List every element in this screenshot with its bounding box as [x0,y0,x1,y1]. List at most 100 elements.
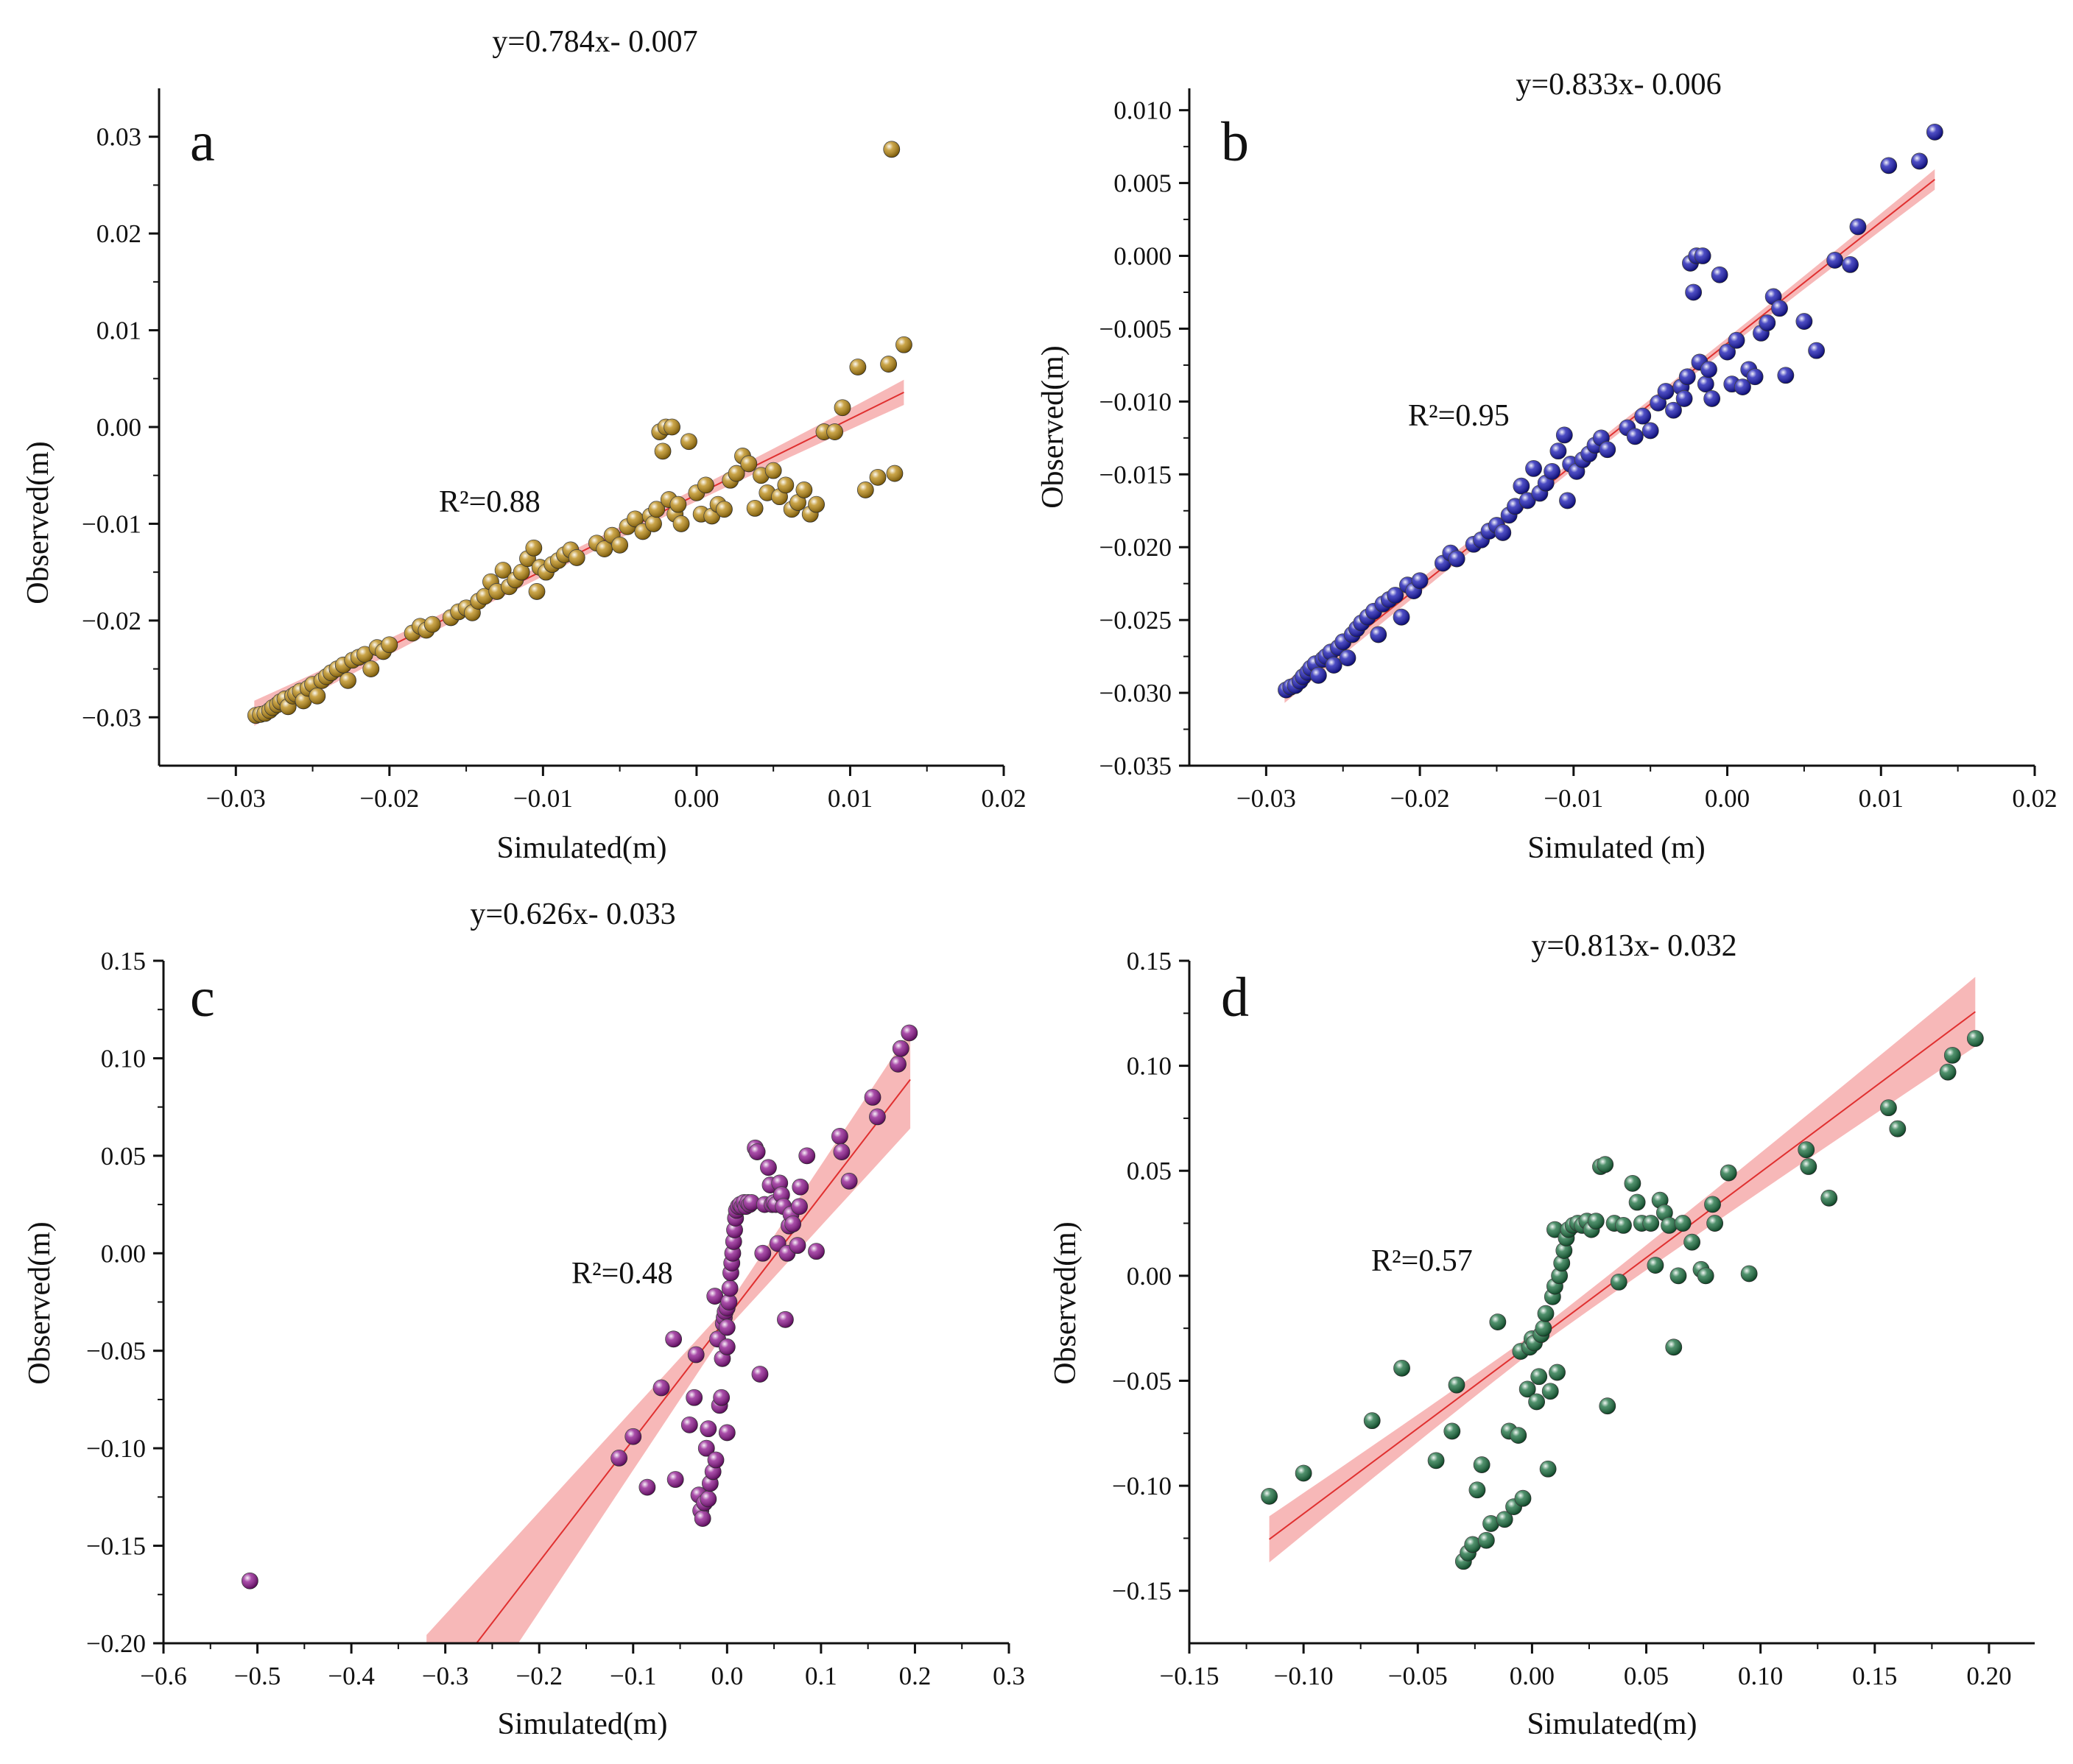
x-tick-label: 0.00 [1705,784,1750,813]
data-point [707,1451,725,1469]
data-point [1597,1156,1614,1174]
data-point [1651,1191,1669,1209]
data-point [1759,314,1776,331]
data-point [611,536,629,554]
data-point [568,549,585,566]
data-point [1551,1267,1569,1285]
y-tick-label: −0.10 [86,1434,146,1463]
data-point [1674,1215,1692,1232]
data-point [1411,572,1429,590]
data-point [1518,492,1536,509]
y-tick-label: −0.05 [1112,1366,1172,1395]
data-point [834,399,851,417]
x-axis-title: Simulated (m) [1527,831,1705,865]
panel-b: −0.03 −0.02 −0.01 0.00 0.01 0.02 −0.035 −0.030 −… [1036,68,2058,865]
data-point [716,501,733,518]
data-point [1599,1397,1616,1415]
data-point [1539,1460,1557,1478]
data-point [1528,1393,1546,1411]
data-point [241,1572,258,1590]
data-point [1771,300,1788,317]
data-point [697,1439,715,1457]
data-point [1642,1215,1660,1232]
data-point [1468,1481,1486,1499]
data-point [743,1194,760,1211]
data-point [728,465,745,482]
data-point [1694,247,1711,264]
data-point [1555,1242,1573,1260]
y-tick-label: 0.00 [1127,1262,1172,1291]
data-point [1641,422,1659,440]
data-point [1513,477,1530,495]
data-point [869,468,887,486]
x-tick-label: −0.10 [1274,1662,1334,1690]
data-point [1339,649,1356,666]
y-tick-label: 0.02 [96,219,141,248]
data-point [1477,1531,1495,1549]
data-point [740,455,758,473]
data-point [638,1478,656,1496]
panel-c: −0.6 −0.5 −0.4 −0.3 −0.2 −0.1 0.0 0.1 0.2 0.3 −0.2… [23,897,1025,1741]
data-point [1685,283,1703,301]
data-point [654,442,672,460]
data-point [886,465,904,482]
y-tick-label: 0.000 [1113,242,1172,271]
data-point [1719,343,1736,361]
data-point [1549,442,1567,460]
x-tick-label: −0.6 [140,1662,187,1690]
x-axis-title: Simulated(m) [497,831,667,865]
data-point [1842,255,1859,273]
data-point [1295,1464,1312,1482]
regression-equation: y=0.626x- 0.033 [470,897,675,931]
data-point [513,563,530,581]
panel-letter: b [1221,111,1249,173]
y-tick-label: −0.035 [1099,752,1172,780]
data-point [1309,666,1327,684]
data-point [627,510,644,528]
data-point [686,1389,703,1406]
y-tick-label: −0.03 [82,703,141,732]
y-tick-label: 0.005 [1113,169,1172,198]
regression-line [475,1079,911,1643]
data-point [831,1127,848,1145]
data-point [1325,657,1342,674]
data-point [1518,1380,1536,1398]
data-point [1443,1422,1461,1440]
x-tick-label: −0.05 [1388,1662,1448,1690]
data-point [1514,1489,1532,1507]
data-point [648,501,666,518]
data-point [1661,1216,1678,1234]
r-squared-label: R²=0.48 [571,1257,673,1291]
data-point [1704,1196,1721,1213]
data-point [1624,1174,1641,1192]
data-point [1697,375,1714,393]
data-point [856,481,874,498]
regression-equation: y=0.833x- 0.006 [1516,68,1721,102]
x-tick-label: −0.02 [359,784,419,813]
data-point [1494,524,1512,541]
data-point [1777,367,1795,384]
y-tick-label: −0.015 [1099,460,1172,489]
data-point [1820,1189,1838,1207]
data-point [718,1424,736,1442]
r-squared-label: R²=0.95 [1408,399,1510,433]
y-tick-label: 0.10 [1127,1052,1172,1081]
x-tick-label: 0.00 [1510,1662,1555,1690]
data-point [672,515,690,532]
data-point [1665,1338,1683,1356]
x-tick-label: −0.01 [1544,784,1603,813]
data-point [760,1159,777,1176]
data-point [1427,1452,1445,1470]
data-point [895,336,912,353]
y-tick-label: −0.20 [86,1629,146,1658]
data-point [645,515,662,532]
data-point [1489,1313,1507,1330]
data-point [525,539,543,557]
data-point [1559,492,1576,509]
x-tick-label: 0.3 [993,1662,1025,1690]
data-point [1488,517,1505,534]
data-point [528,583,546,600]
x-tick-label: 0.01 [1859,784,1904,813]
regression-equation: y=0.813x- 0.032 [1531,929,1736,963]
